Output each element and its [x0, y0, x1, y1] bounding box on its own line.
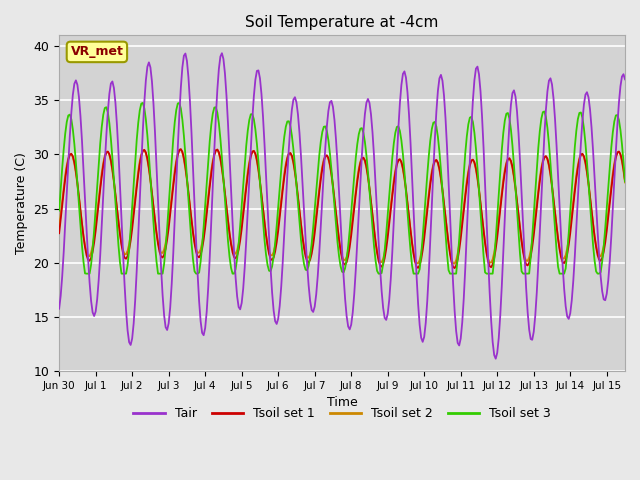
Y-axis label: Temperature (C): Temperature (C): [15, 152, 28, 254]
Text: VR_met: VR_met: [70, 46, 124, 59]
X-axis label: Time: Time: [326, 396, 358, 409]
Legend: Tair, Tsoil set 1, Tsoil set 2, Tsoil set 3: Tair, Tsoil set 1, Tsoil set 2, Tsoil se…: [129, 402, 556, 425]
Title: Soil Temperature at -4cm: Soil Temperature at -4cm: [245, 15, 439, 30]
